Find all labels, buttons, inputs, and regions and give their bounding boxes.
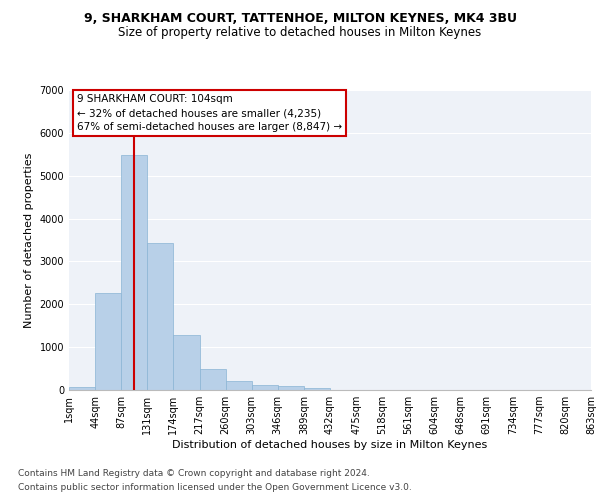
Bar <box>95 292 121 390</box>
Text: 9, SHARKHAM COURT, TATTENHOE, MILTON KEYNES, MK4 3BU: 9, SHARKHAM COURT, TATTENHOE, MILTON KEY… <box>83 12 517 26</box>
Text: Size of property relative to detached houses in Milton Keynes: Size of property relative to detached ho… <box>118 26 482 39</box>
Bar <box>173 334 199 390</box>
Text: 9 SHARKHAM COURT: 104sqm
← 32% of detached houses are smaller (4,235)
67% of sem: 9 SHARKHAM COURT: 104sqm ← 32% of detach… <box>77 94 342 132</box>
Bar <box>121 155 148 390</box>
Bar <box>69 387 95 390</box>
Bar <box>304 388 330 390</box>
Text: Contains public sector information licensed under the Open Government Licence v3: Contains public sector information licen… <box>18 484 412 492</box>
Bar <box>199 369 226 390</box>
Bar <box>226 381 252 390</box>
Bar <box>148 244 173 390</box>
Bar <box>252 385 278 390</box>
Y-axis label: Number of detached properties: Number of detached properties <box>24 152 34 328</box>
X-axis label: Distribution of detached houses by size in Milton Keynes: Distribution of detached houses by size … <box>172 440 488 450</box>
Text: Contains HM Land Registry data © Crown copyright and database right 2024.: Contains HM Land Registry data © Crown c… <box>18 468 370 477</box>
Bar <box>278 386 304 390</box>
